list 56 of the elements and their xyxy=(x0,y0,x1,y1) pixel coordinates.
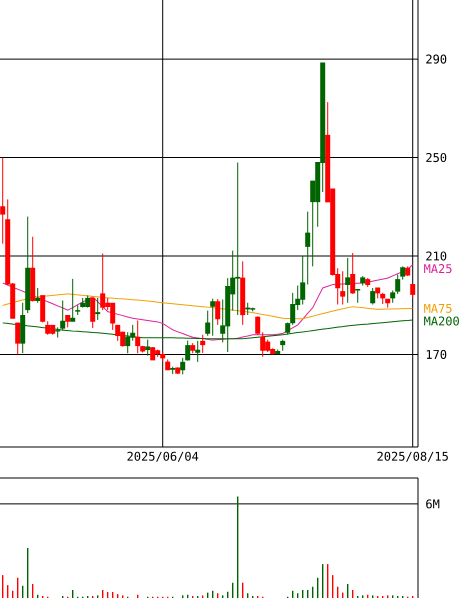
candlestick xyxy=(195,340,200,362)
candlestick xyxy=(410,284,416,298)
candlestick xyxy=(390,290,396,304)
candlestick xyxy=(140,345,146,353)
x-tick-label: 2025/08/15 xyxy=(377,452,448,462)
candlestick xyxy=(15,322,20,355)
candlestick xyxy=(395,274,400,294)
candlestick xyxy=(65,314,70,328)
y-tick-label: 170 xyxy=(426,350,446,359)
candlestick xyxy=(350,252,356,294)
series-label: MA25 xyxy=(424,264,452,274)
candlestick xyxy=(190,342,196,354)
candlestick xyxy=(205,310,210,336)
candlestick xyxy=(210,298,216,336)
y-tick-label: 210 xyxy=(426,251,446,261)
candlestick xyxy=(215,298,220,326)
candlestick xyxy=(25,216,30,314)
candlestick xyxy=(35,287,40,304)
candlestick xyxy=(380,292,386,304)
candlestick xyxy=(385,298,390,308)
series-label: MA75 xyxy=(424,304,452,313)
x-tick-label: 2025/06/04 xyxy=(127,452,198,462)
candlestick xyxy=(70,278,76,322)
candlestick xyxy=(185,340,190,362)
series-label: MA200 xyxy=(424,316,459,326)
candlestick xyxy=(170,366,176,375)
candlestick xyxy=(30,236,36,302)
candlestick xyxy=(160,351,166,362)
candlestick xyxy=(0,157,6,244)
candlestick xyxy=(275,349,280,355)
candlestick xyxy=(340,270,346,305)
candlestick xyxy=(355,288,360,304)
candlestick xyxy=(255,316,260,336)
candlestick xyxy=(400,266,406,280)
candlestick xyxy=(165,358,170,371)
candlestick xyxy=(305,211,310,286)
candlestick xyxy=(200,334,206,354)
candlestick xyxy=(285,322,290,336)
candlestick xyxy=(90,297,96,329)
candlestick xyxy=(365,278,370,288)
candlestick xyxy=(405,266,410,277)
candlestick xyxy=(95,297,100,320)
candlestick xyxy=(240,260,246,326)
candlestick xyxy=(75,304,80,316)
candlestick xyxy=(180,357,186,375)
candlestick xyxy=(375,287,380,299)
y-tick-label: 290 xyxy=(426,54,446,64)
candlestick xyxy=(345,257,350,304)
candlestick xyxy=(135,320,140,354)
candlestick xyxy=(360,276,366,286)
candlestick xyxy=(370,287,376,305)
candlestick xyxy=(280,339,286,352)
y-tick-label: 6M xyxy=(426,499,440,508)
candlestick xyxy=(175,366,180,375)
candlestick xyxy=(40,294,46,323)
y-tick-label: 250 xyxy=(426,152,446,162)
